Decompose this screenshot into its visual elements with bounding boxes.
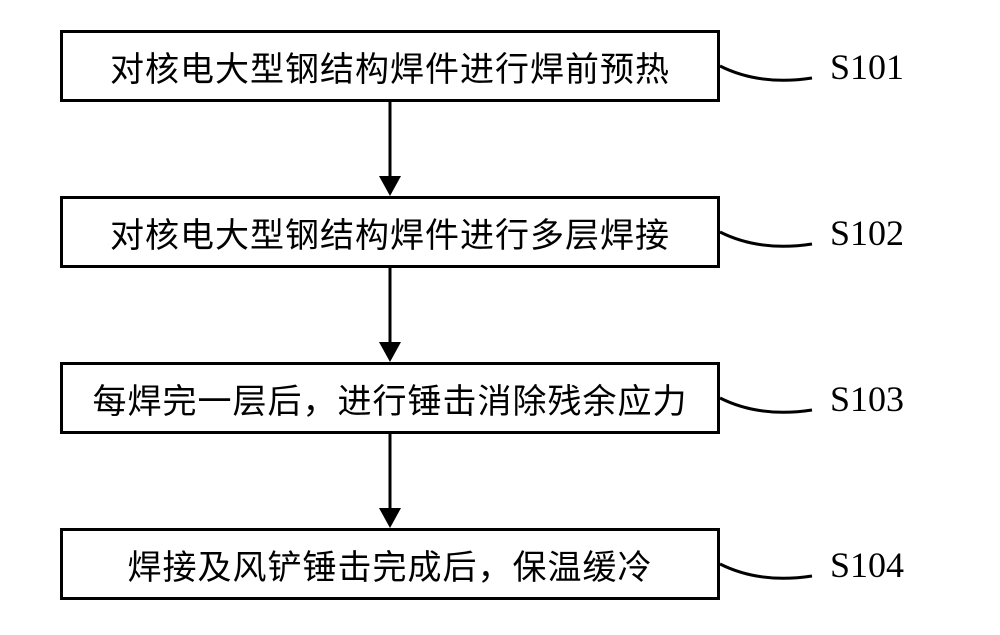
- step-box-s101: 对核电大型钢结构焊件进行焊前预热: [60, 30, 720, 102]
- step-text-s104: 焊接及风铲锤击完成后，保温缓冷: [128, 540, 653, 589]
- step-box-s104: 焊接及风铲锤击完成后，保温缓冷: [60, 528, 720, 600]
- step-label-s103: S103: [830, 378, 904, 420]
- step-box-s102: 对核电大型钢结构焊件进行多层焊接: [60, 196, 720, 268]
- step-label-s101: S101: [830, 46, 904, 88]
- step-label-s104: S104: [830, 544, 904, 586]
- step-text-s101: 对核电大型钢结构焊件进行焊前预热: [110, 42, 670, 91]
- step-text-s103: 每焊完一层后，进行锤击消除残余应力: [93, 374, 688, 423]
- step-box-s103: 每焊完一层后，进行锤击消除残余应力: [60, 362, 720, 434]
- step-text-s102: 对核电大型钢结构焊件进行多层焊接: [110, 208, 670, 257]
- step-label-s102: S102: [830, 212, 904, 254]
- flowchart-canvas: 对核电大型钢结构焊件进行焊前预热 S101 对核电大型钢结构焊件进行多层焊接 S…: [0, 0, 1000, 635]
